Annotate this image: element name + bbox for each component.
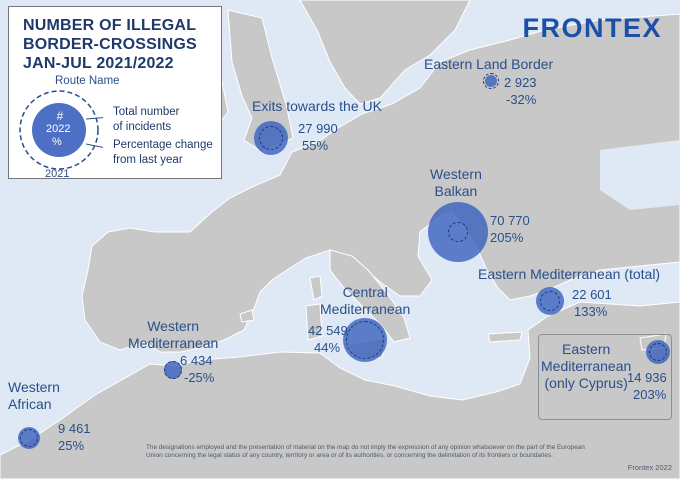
credit: Frontex 2022	[627, 463, 672, 472]
route-balkan-total: 70 770	[490, 213, 530, 228]
legend-change-label: Percentage change from last year	[113, 139, 213, 166]
route-western-med-total: 6 434	[180, 353, 213, 368]
legend-year-2021: 2021	[45, 168, 70, 180]
bubble-western-med[interactable]	[164, 361, 182, 379]
legend-panel: NUMBER OF ILLEGAL BORDER-CROSSINGS JAN-J…	[8, 6, 222, 180]
route-western-african-change: 25%	[58, 438, 85, 453]
bubble-western-balkan[interactable]	[428, 202, 488, 262]
route-western-med-change: -25%	[184, 370, 215, 385]
legend-year-2022: 2022	[46, 123, 71, 135]
route-eastern-land-total: 2 923	[504, 75, 537, 90]
legend-symbol	[19, 90, 103, 170]
route-western-african-total: 9 461	[58, 421, 91, 436]
route-eastern-land-change: -32%	[506, 92, 537, 107]
disclaimer: The designations employed and the presen…	[146, 444, 585, 459]
route-cyprus-change: 203%	[633, 387, 667, 402]
route-cyprus-name: Eastern Mediterranean (only Cyprus)	[541, 341, 632, 391]
route-central-med-change: 44%	[314, 340, 341, 355]
route-eastern-med-total-name: Eastern Mediterranean (total)	[478, 266, 661, 282]
legend-title: NUMBER OF ILLEGAL BORDER-CROSSINGS JAN-J…	[23, 17, 197, 72]
route-balkan-change: 205%	[490, 230, 524, 245]
legend-hash: #	[56, 109, 64, 123]
legend-route-name: Route Name	[55, 75, 120, 87]
route-western-med-name: Western Mediterranean	[128, 318, 219, 351]
route-eastern-land-name: Eastern Land Border	[424, 56, 554, 72]
route-western-african-name: Western African	[8, 379, 60, 412]
legend-total-label: Total number of incidents	[113, 106, 180, 133]
bubble-eastern-land[interactable]	[483, 73, 499, 89]
route-eastern-med-total-total: 22 601	[572, 287, 612, 302]
frontex-logo: FRONTEX	[522, 13, 662, 43]
bubble-exits-uk[interactable]	[254, 121, 288, 155]
route-uk-name: Exits towards the UK	[252, 98, 382, 114]
legend-percent: %	[52, 136, 62, 148]
route-central-med-total: 42 549	[308, 323, 348, 338]
route-central-med-name: Central Mediterranean	[320, 284, 411, 317]
bubble-eastern-med-total[interactable]	[536, 287, 564, 315]
route-cyprus-total: 14 936	[627, 370, 667, 385]
route-eastern-med-total-change: 133%	[574, 304, 608, 319]
bubble-western-african[interactable]	[18, 427, 40, 449]
route-uk-total: 27 990	[298, 121, 338, 136]
route-balkan-name: Western Balkan	[430, 166, 482, 199]
bubble-central-med[interactable]	[343, 318, 387, 362]
route-uk-change: 55%	[302, 138, 329, 153]
bubble-eastern-med-cyprus[interactable]	[646, 340, 670, 364]
cyprus-inset	[538, 334, 672, 420]
